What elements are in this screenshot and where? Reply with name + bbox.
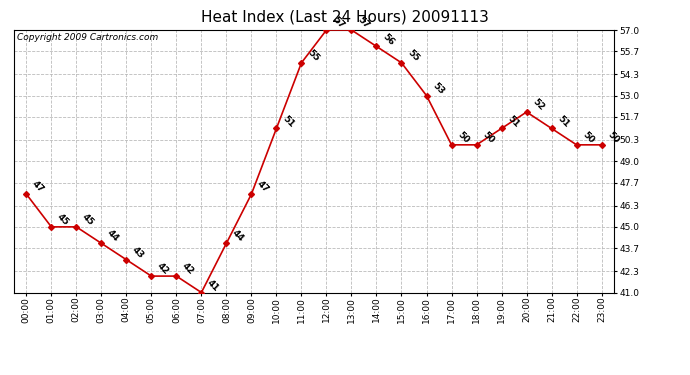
Text: 47: 47 xyxy=(255,179,271,195)
Text: 44: 44 xyxy=(106,228,121,244)
Text: 50: 50 xyxy=(581,130,596,146)
Text: 52: 52 xyxy=(531,98,546,112)
Text: Heat Index (Last 24 Hours) 20091113: Heat Index (Last 24 Hours) 20091113 xyxy=(201,9,489,24)
Text: 57: 57 xyxy=(355,15,371,31)
Text: 45: 45 xyxy=(55,212,71,228)
Text: 53: 53 xyxy=(431,81,446,96)
Text: 45: 45 xyxy=(81,212,96,228)
Text: 55: 55 xyxy=(306,48,321,63)
Text: 44: 44 xyxy=(230,228,246,244)
Text: Copyright 2009 Cartronics.com: Copyright 2009 Cartronics.com xyxy=(17,33,158,42)
Text: 50: 50 xyxy=(455,130,471,146)
Text: 50: 50 xyxy=(481,130,496,146)
Text: 51: 51 xyxy=(506,114,521,129)
Text: 42: 42 xyxy=(155,261,171,277)
Text: 51: 51 xyxy=(555,114,571,129)
Text: 43: 43 xyxy=(130,245,146,260)
Text: 57: 57 xyxy=(331,15,346,31)
Text: 47: 47 xyxy=(30,179,46,195)
Text: 56: 56 xyxy=(381,32,396,47)
Text: 41: 41 xyxy=(206,278,221,293)
Text: 51: 51 xyxy=(281,114,296,129)
Text: 55: 55 xyxy=(406,48,421,63)
Text: 50: 50 xyxy=(606,130,621,146)
Text: 42: 42 xyxy=(181,261,196,277)
